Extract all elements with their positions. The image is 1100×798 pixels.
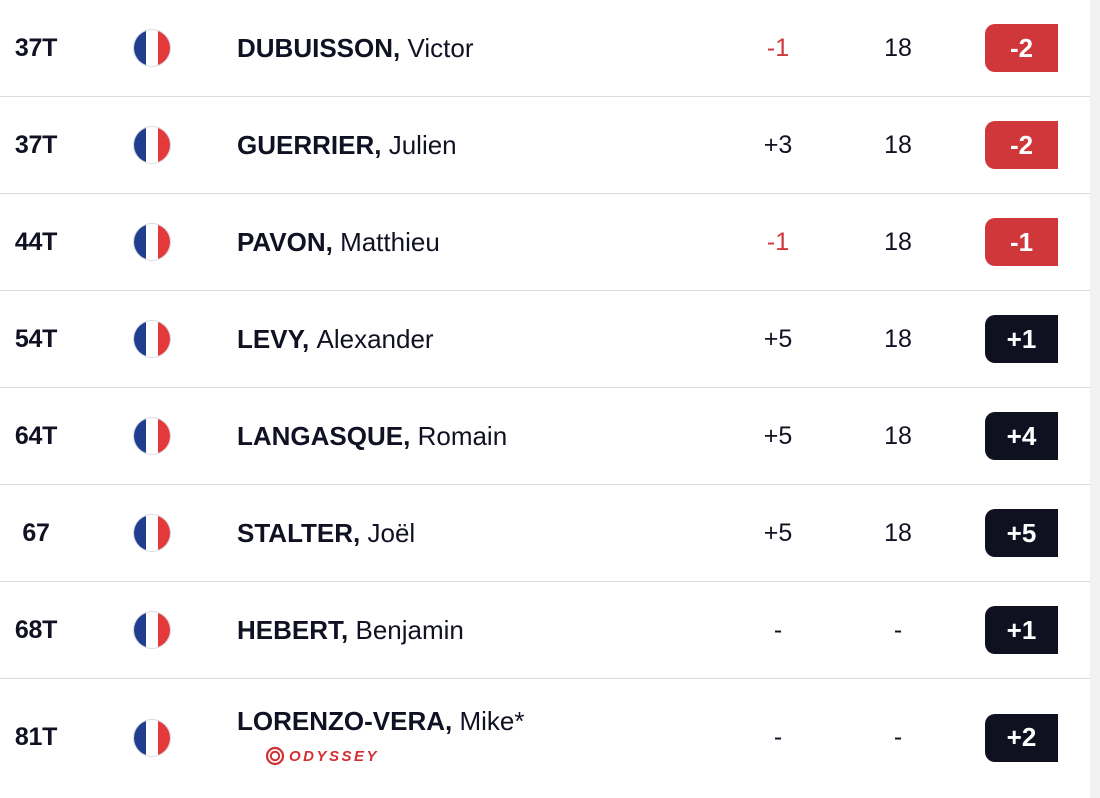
france-flag-icon xyxy=(133,611,171,649)
player-last-name: GUERRIER, xyxy=(237,129,382,160)
player-first-name: Benjamin xyxy=(355,614,464,645)
total-score-badge: +5 xyxy=(985,509,1058,557)
player-name[interactable]: DUBUISSON, Victor xyxy=(237,0,473,96)
player-name[interactable]: LORENZO-VERA, Mike* xyxy=(237,706,524,737)
table-row[interactable]: 37T GUERRIER, Julien +3 18 -2 xyxy=(0,97,1090,194)
france-flag-icon xyxy=(133,29,171,67)
holes-thru: - xyxy=(893,723,903,751)
today-score: +5 xyxy=(763,324,793,353)
table-row[interactable]: 67 STALTER, Joël +5 18 +5 xyxy=(0,485,1090,582)
player-last-name: STALTER, xyxy=(237,517,361,548)
player-name[interactable]: PAVON, Matthieu xyxy=(237,194,440,290)
total-score-badge: +1 xyxy=(985,606,1058,654)
player-last-name: LORENZO-VERA, xyxy=(237,706,453,736)
today-score: -1 xyxy=(766,33,790,62)
position: 54T xyxy=(14,324,58,353)
player-first-name: Joël xyxy=(367,517,416,548)
holes-thru: 18 xyxy=(884,324,912,353)
position: 44T xyxy=(14,227,58,256)
player-last-name: LANGASQUE, xyxy=(237,420,411,451)
france-flag-icon xyxy=(133,126,171,164)
position: 37T xyxy=(14,33,58,62)
today-score: -1 xyxy=(766,227,790,256)
holes-thru: 18 xyxy=(884,33,912,62)
today-score: +5 xyxy=(763,421,793,450)
total-score-badge: +2 xyxy=(985,713,1058,762)
player-last-name: LEVY, xyxy=(237,323,310,354)
holes-thru: - xyxy=(893,615,903,644)
total-score-badge: -2 xyxy=(985,24,1058,72)
player-last-name: DUBUISSON, xyxy=(237,32,401,63)
france-flag-icon xyxy=(133,514,171,552)
table-row[interactable]: 44T PAVON, Matthieu -1 18 -1 xyxy=(0,194,1090,291)
holes-thru: 18 xyxy=(884,130,912,159)
sponsor-logo: ODYSSEY xyxy=(265,746,379,766)
player-first-name: Romain xyxy=(417,420,508,451)
france-flag-icon xyxy=(133,320,171,358)
player-first-name: Mike* xyxy=(459,706,525,736)
today-score: +3 xyxy=(763,130,793,159)
table-row[interactable]: 64T LANGASQUE, Romain +5 18 +4 xyxy=(0,388,1090,485)
today-score: - xyxy=(773,615,783,644)
player-first-name: Julien xyxy=(388,129,457,160)
total-score-badge: +1 xyxy=(985,315,1058,363)
holes-thru: 18 xyxy=(884,518,912,547)
odyssey-swirl-icon xyxy=(265,746,285,766)
player-first-name: Alexander xyxy=(316,323,434,354)
today-score: +5 xyxy=(763,518,793,547)
today-score: - xyxy=(773,723,783,751)
position: 68T xyxy=(14,615,58,644)
player-name[interactable]: STALTER, Joël xyxy=(237,485,415,581)
position: 37T xyxy=(14,130,58,159)
player-first-name: Victor xyxy=(407,32,474,63)
position: 81T xyxy=(14,723,58,751)
player-first-name: Matthieu xyxy=(340,226,440,257)
player-name[interactable]: HEBERT, Benjamin xyxy=(237,582,464,678)
sponsor-name: ODYSSEY xyxy=(289,747,380,765)
player-name[interactable]: LANGASQUE, Romain xyxy=(237,388,507,484)
total-score-badge: +4 xyxy=(985,412,1058,460)
total-score-badge: -2 xyxy=(985,121,1058,169)
player-last-name: PAVON, xyxy=(237,226,333,257)
france-flag-icon xyxy=(133,417,171,455)
table-row[interactable]: 54T LEVY, Alexander +5 18 +1 xyxy=(0,291,1090,388)
holes-thru: 18 xyxy=(884,421,912,450)
player-name[interactable]: LEVY, Alexander xyxy=(237,291,434,387)
position: 64T xyxy=(14,421,58,450)
position: 67 xyxy=(22,518,50,547)
player-name[interactable]: GUERRIER, Julien xyxy=(237,97,457,193)
player-last-name: HEBERT, xyxy=(237,614,349,645)
table-row[interactable]: 68T HEBERT, Benjamin - - +1 xyxy=(0,582,1090,679)
france-flag-icon xyxy=(133,718,171,757)
france-flag-icon xyxy=(133,223,171,261)
scrollbar-track[interactable] xyxy=(1090,0,1100,798)
holes-thru: 18 xyxy=(884,227,912,256)
table-row[interactable]: 37T DUBUISSON, Victor -1 18 -2 xyxy=(0,0,1090,97)
table-row[interactable]: 81T LORENZO-VERA, Mike* - - +2 xyxy=(0,679,1090,796)
total-score-badge: -1 xyxy=(985,218,1058,266)
